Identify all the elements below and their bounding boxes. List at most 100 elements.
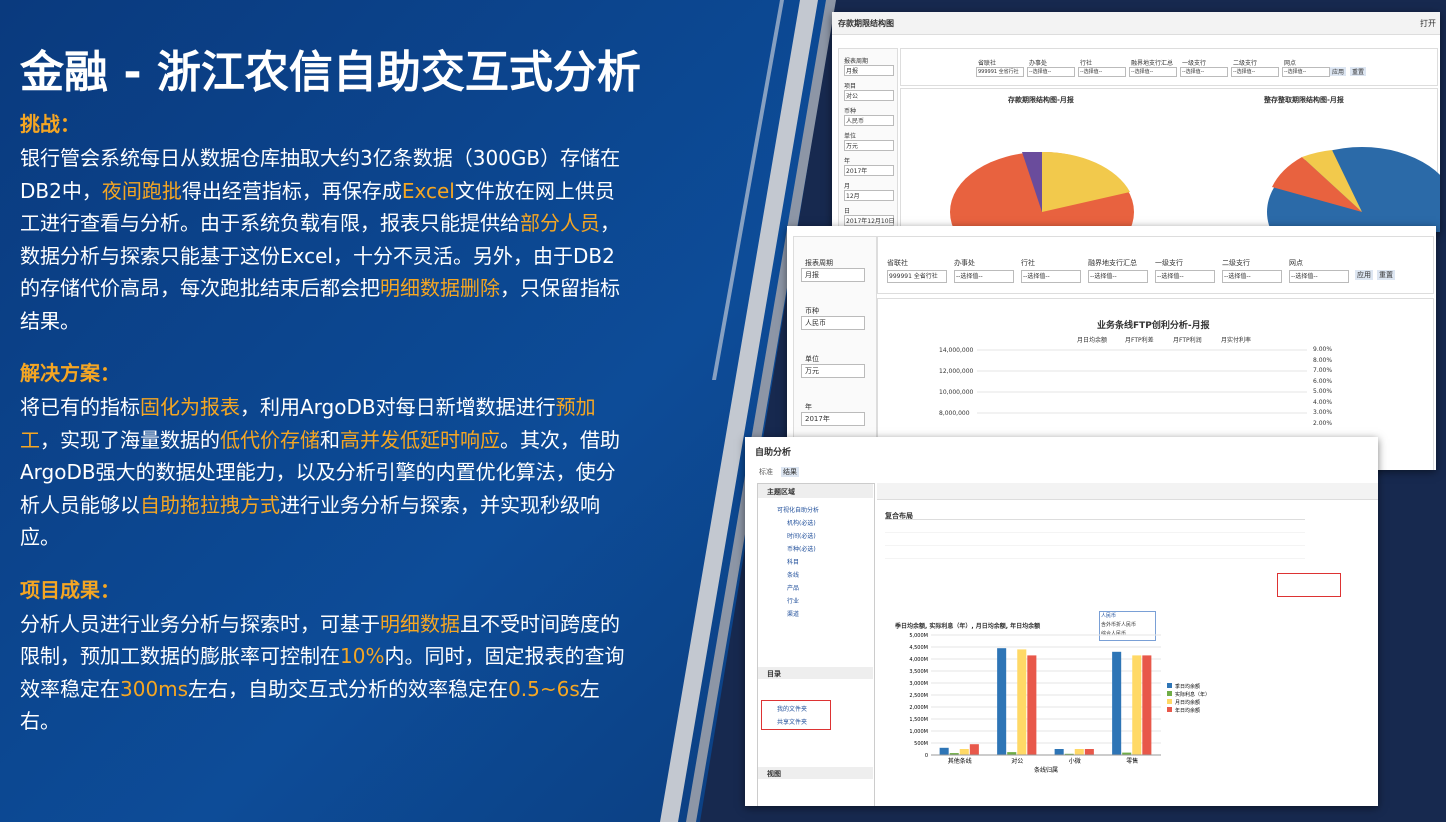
chart-title: 整存整取期限结构图-月报	[1264, 96, 1344, 104]
bar	[959, 749, 969, 755]
filter-value: --选择值--	[1157, 273, 1184, 280]
body-text: 分析人员进行业务分析与探索时，可基于	[20, 611, 380, 636]
tab: 结果	[781, 467, 799, 477]
filter-box	[801, 364, 865, 378]
slide-title: 金融 - 浙江农信自助交互式分析	[20, 47, 641, 98]
table-area	[885, 519, 1305, 570]
tree-header-bar	[758, 484, 873, 498]
y-tick-label: 3,500M	[909, 669, 928, 675]
filter-value: 12月	[846, 193, 860, 200]
icon-highlight	[1277, 573, 1341, 597]
highlight-text: 低代价存储	[220, 427, 320, 452]
body-text: 左右。	[20, 676, 600, 734]
chart-panel	[900, 88, 1438, 232]
highlight-text: 夜间跑批	[101, 178, 182, 203]
filter-value: --选择值--	[1233, 69, 1256, 75]
filter-box	[1088, 270, 1148, 283]
legend-swatch	[1167, 683, 1172, 688]
filter-label: 省联社	[887, 259, 908, 267]
y-tick-label: 3,000M	[909, 681, 928, 687]
pie-slice	[1042, 151, 1130, 212]
filter-box	[1155, 270, 1215, 283]
dropdown-item: 人民币	[1101, 613, 1117, 619]
y2-tick-label: 7.00%	[1313, 367, 1333, 374]
legend-swatch	[1167, 691, 1172, 696]
toolbar	[877, 483, 1378, 500]
legend-entry: 月FTP利润	[1173, 337, 1202, 344]
section-heading: 项目成果：	[20, 577, 120, 602]
catalog-header: 目录	[767, 670, 781, 678]
tree-item: 时间(必选)	[787, 533, 816, 540]
body-text: 且不受时间跨度的限制，预加工数据的膨胀率可控制在	[20, 611, 620, 669]
y-tick-label: 4,000M	[909, 657, 928, 663]
y-tick-label: 2,500M	[909, 693, 928, 699]
highlight-text: Excel	[401, 178, 455, 203]
legend-entry: 年日均余额	[1175, 707, 1200, 714]
body-text: 得出经营指标，再保存成	[181, 178, 402, 203]
section-heading: 挑战：	[20, 112, 80, 136]
filter-label: 办事处	[1029, 60, 1048, 67]
screenshot-ftp: 报表周期月报币种人民币单位万元年2017年月12月省联社999991 全省行社办…	[787, 226, 1436, 470]
filter-value: 2017年	[846, 168, 868, 175]
filter-box	[801, 412, 865, 426]
filter-label: 单位	[805, 355, 819, 363]
y2-tick-label: 2.00%	[1313, 419, 1333, 427]
highlight-text: 10%	[340, 644, 385, 668]
bar-chart: 0 500M 1,000M 1,500M 2,000M 2,500M 3,000M 3,500…	[909, 633, 1210, 774]
highlight-text: 300ms	[120, 676, 189, 701]
body-text: 进行业务分析与探索，并实现秒级响应。	[20, 492, 600, 550]
filter-label: 二级支行	[1222, 259, 1250, 267]
top-filter-panel	[877, 236, 1434, 294]
top-filter-panel	[900, 48, 1438, 86]
tree-item: 币种(必选)	[787, 546, 816, 553]
y2-tick-label: 5.00%	[1313, 388, 1333, 395]
pie-slice	[1272, 157, 1362, 212]
filter-label: 月	[844, 183, 851, 190]
menu: 打开	[1420, 19, 1436, 28]
y-tick-label: 14,000,000	[939, 347, 974, 354]
window-title: 自助分析	[755, 448, 792, 458]
y-tick-label: 1,500M	[909, 717, 928, 723]
filter-value: --选择值--	[1284, 69, 1307, 75]
filter-box	[844, 215, 894, 226]
section-heading: 解决方案：	[20, 361, 120, 385]
filter-box	[887, 270, 947, 283]
filter-value: 月报	[805, 271, 819, 279]
section-paragraph: 银行管会系统每日从数据仓库抽取大约3亿条数据（300GB）存储在DB2中，夜间跑…	[20, 142, 632, 337]
tree-item: 行业	[787, 598, 800, 605]
legend-swatch	[1167, 707, 1172, 712]
filter-box	[801, 316, 865, 330]
folder-highlight	[761, 700, 831, 730]
filter-value: 999991 全省行社	[889, 273, 938, 280]
y-tick-label: 500M	[914, 741, 928, 747]
filter-box	[844, 190, 894, 201]
catalog-bar	[758, 667, 873, 679]
filter-value: 2017年12月10日	[846, 218, 895, 225]
legend-entry: 月实付利率	[1221, 337, 1252, 344]
y2-tick-label: 6.00%	[1313, 377, 1333, 385]
bar	[1074, 749, 1084, 755]
filter-box	[1222, 270, 1282, 283]
highlight-text: 固化为报表	[140, 395, 240, 419]
section-paragraph: 分析人员进行业务分析与探索时，可基于明细数据且不受时间跨度的限制，预加工数据的膨…	[20, 608, 632, 738]
filter-value: --选择值--	[1029, 69, 1052, 75]
legend-entry: 月日均余额	[1175, 699, 1200, 706]
legend-swatch	[1167, 699, 1172, 704]
filter-box	[844, 140, 894, 151]
filter-label: 办事处	[954, 259, 975, 267]
bar	[949, 753, 959, 755]
filter-label: 一级支行	[1155, 259, 1183, 267]
window-title: 存款期限结构图	[838, 19, 894, 28]
bar	[1142, 655, 1152, 755]
body-text: 将已有的指标	[20, 395, 140, 419]
button: 重置	[1377, 270, 1395, 280]
filter-value: 万元	[805, 367, 819, 375]
chart-panel	[877, 298, 1434, 470]
filter-label: 单位	[844, 133, 857, 140]
legend-entry: 月FTP利差	[1125, 337, 1154, 344]
filter-value: 人民币	[846, 118, 865, 125]
highlight-text: 预加工	[20, 395, 596, 452]
view-bar	[758, 767, 873, 779]
filter-box	[1129, 67, 1177, 77]
